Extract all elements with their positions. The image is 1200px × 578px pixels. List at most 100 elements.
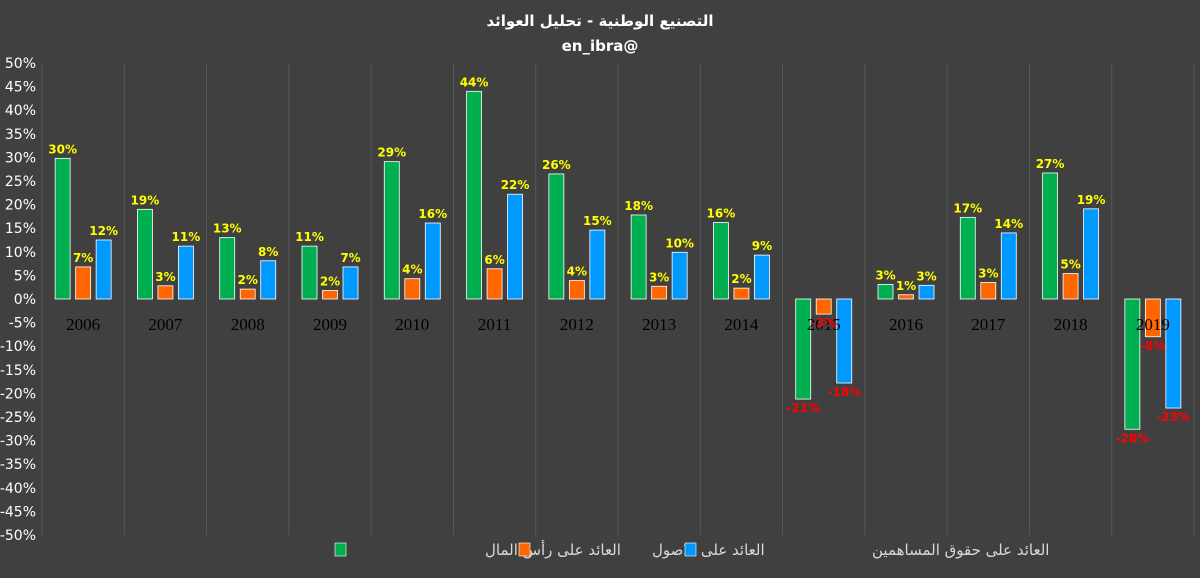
bar <box>178 245 194 300</box>
y-tick-label: 20% <box>5 198 36 214</box>
x-tick-label: 2010 <box>395 315 429 334</box>
data-label: 9% <box>752 239 772 253</box>
x-tick-label: 2016 <box>889 315 923 334</box>
bar <box>980 282 997 300</box>
data-label: 13% <box>213 222 242 236</box>
bar <box>54 157 71 300</box>
data-label: 27% <box>1036 157 1065 171</box>
bar <box>918 284 935 300</box>
bar <box>754 254 770 300</box>
y-tick-label: 5% <box>14 268 36 284</box>
bar <box>877 283 894 300</box>
bar <box>75 266 92 300</box>
data-label: 5% <box>1060 258 1080 272</box>
bar <box>795 298 812 400</box>
bar <box>404 278 421 300</box>
data-label: 2% <box>238 273 258 287</box>
data-label: 15% <box>583 214 612 228</box>
data-label: 16% <box>707 207 736 221</box>
bar <box>157 285 174 300</box>
bar <box>1000 232 1017 300</box>
x-tick-label: 2019 <box>1136 315 1170 334</box>
legend-label: العائد على الاصول <box>652 541 765 559</box>
bar <box>137 208 153 300</box>
bar <box>322 290 338 300</box>
bar <box>301 245 318 300</box>
data-label: 14% <box>994 217 1023 231</box>
data-label: 3% <box>875 268 895 282</box>
bar <box>815 298 832 315</box>
bar <box>486 268 503 300</box>
bar <box>1083 208 1099 300</box>
data-label: 18% <box>624 199 653 213</box>
data-label: -28% <box>1116 431 1150 445</box>
bar <box>1062 273 1079 300</box>
data-label: 29% <box>377 146 406 160</box>
y-tick-label: -10% <box>0 339 36 355</box>
data-label: 17% <box>953 201 982 215</box>
y-tick-label: -30% <box>0 434 36 450</box>
data-label: -21% <box>786 401 820 415</box>
bar <box>95 239 112 300</box>
bar <box>959 216 976 300</box>
x-tick-label: 2017 <box>971 315 1006 334</box>
bars <box>54 90 1182 430</box>
bar <box>1165 298 1182 409</box>
chart-subtitle: en_ibra@ <box>562 37 639 55</box>
y-tick-label: 35% <box>5 127 36 143</box>
x-tick-label: 2009 <box>313 315 347 334</box>
y-tick-label: 40% <box>5 103 36 119</box>
bar <box>568 280 585 300</box>
bar <box>651 285 668 300</box>
legend-swatch <box>518 542 531 557</box>
data-label: 3% <box>155 270 175 284</box>
y-tick-label: 15% <box>5 221 36 237</box>
legend-label: العائد على حقوق المساهمين <box>872 541 1049 559</box>
bar <box>898 294 914 300</box>
data-label: 3% <box>916 269 936 283</box>
x-tick-label: 2006 <box>66 315 100 334</box>
bar <box>1042 172 1058 300</box>
y-tick-label: 50% <box>5 56 36 72</box>
bar <box>466 90 482 300</box>
x-tick-label: 2008 <box>231 315 265 334</box>
bar <box>671 251 688 300</box>
legend-swatch <box>684 542 697 557</box>
data-label: 6% <box>484 253 504 267</box>
data-label: -23% <box>1157 410 1191 424</box>
y-tick-label: -25% <box>0 410 36 426</box>
bar <box>836 298 853 384</box>
data-label: -3% <box>811 316 836 330</box>
data-label: 19% <box>1077 193 1106 207</box>
x-tick-label: 2015 <box>807 315 841 334</box>
bar <box>507 193 523 300</box>
y-tick-label: -15% <box>0 363 36 379</box>
data-label: 16% <box>418 207 447 221</box>
bar <box>424 222 441 300</box>
data-label: 8% <box>258 245 278 259</box>
y-tick-label: -5% <box>9 316 36 332</box>
y-tick-label: -45% <box>0 504 36 520</box>
bar <box>383 161 400 300</box>
data-label: 4% <box>567 265 587 279</box>
data-label: 2% <box>320 275 340 289</box>
y-tick-label: 30% <box>5 150 36 166</box>
data-label: 26% <box>542 158 571 172</box>
bar <box>630 214 647 300</box>
x-tick-label: 2018 <box>1054 315 1088 334</box>
data-label: -18% <box>827 385 861 399</box>
data-label: 44% <box>460 75 489 89</box>
data-label: 3% <box>649 270 669 284</box>
chart-title: التصنيع الوطنية - تحليل العوائد <box>486 12 713 30</box>
bar <box>713 222 729 300</box>
y-tick-label: -35% <box>0 457 36 473</box>
bar <box>733 287 750 300</box>
data-label: 3% <box>978 266 998 280</box>
bar <box>548 173 565 300</box>
bar <box>342 266 359 300</box>
x-tick-label: 2007 <box>148 315 183 334</box>
data-label: -8% <box>1140 339 1165 353</box>
bar <box>1124 298 1141 430</box>
data-label: 19% <box>131 193 160 207</box>
bar <box>1144 298 1161 338</box>
